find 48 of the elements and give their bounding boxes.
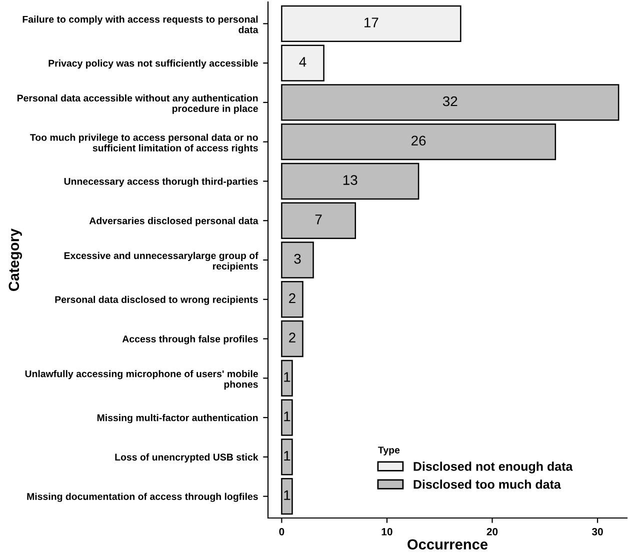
y-axis-title: Category bbox=[8, 228, 22, 292]
data-label: 2 bbox=[289, 332, 296, 342]
bar bbox=[281, 399, 293, 436]
y-tick-label: Failure to comply with access requests to personal data bbox=[22, 16, 258, 34]
y-tick-label: Personal data accessible without any authentication procedure in place bbox=[17, 94, 258, 114]
bar bbox=[281, 360, 293, 397]
y-tick-label: Excessive and unnecessarylarge group of recipients bbox=[64, 252, 258, 272]
bar bbox=[281, 281, 304, 318]
y-tick-label: Privacy policy was not sufficiently accessible bbox=[48, 60, 258, 69]
bar bbox=[281, 438, 293, 476]
bar bbox=[281, 242, 314, 278]
y-tick-label: Loss of unencrypted USB stick bbox=[115, 453, 258, 462]
y-tick-label: Missing documentation of access through logfiles bbox=[27, 492, 258, 502]
y-tick-label: Personal data disclosed to wrong recipients bbox=[55, 296, 258, 305]
data-label: 1 bbox=[284, 450, 290, 461]
data-label: 1 bbox=[284, 412, 290, 422]
data-label: 26 bbox=[412, 136, 426, 146]
bar bbox=[281, 478, 293, 515]
legend-label: Disclosed not enough data bbox=[414, 462, 573, 474]
x-tick-label: 20 bbox=[486, 528, 498, 536]
y-tick-label: Unlawfully accessing microphone of users' mobile phones bbox=[25, 370, 258, 390]
y-tick-label: Too much privilege to access personal data or no sufficient limitation of access rights bbox=[30, 134, 258, 154]
y-tick-label: Adversaries disclosed personal data bbox=[89, 217, 258, 226]
data-label: 13 bbox=[343, 175, 358, 185]
data-label: 32 bbox=[442, 96, 458, 106]
legend-title: Type bbox=[378, 446, 400, 456]
data-label: 2 bbox=[289, 293, 296, 303]
x-tick-label: 0 bbox=[279, 528, 284, 536]
data-label: 1 bbox=[284, 490, 290, 500]
data-label: 4 bbox=[299, 57, 306, 67]
y-tick-label: Access through false profiles bbox=[122, 335, 258, 344]
bar bbox=[281, 123, 556, 160]
bar bbox=[281, 202, 356, 239]
x-axis-title: Occurrence bbox=[408, 539, 488, 550]
data-label: 7 bbox=[315, 214, 322, 224]
x-tick-label: 10 bbox=[382, 528, 392, 536]
bar bbox=[281, 162, 420, 200]
bar bbox=[281, 84, 620, 121]
data-label: 3 bbox=[294, 254, 301, 264]
bar bbox=[281, 44, 324, 82]
bar bbox=[281, 320, 304, 358]
y-tick-label: Unnecessary access thorugh third-parties bbox=[64, 178, 258, 187]
legend-label: Disclosed too much data bbox=[414, 480, 561, 489]
data-label: 17 bbox=[364, 18, 378, 28]
y-tick-label: Missing multi-factor authentication bbox=[97, 414, 258, 424]
data-label: 1 bbox=[284, 372, 290, 382]
x-tick-label: 30 bbox=[592, 528, 603, 536]
bar bbox=[281, 5, 462, 42]
